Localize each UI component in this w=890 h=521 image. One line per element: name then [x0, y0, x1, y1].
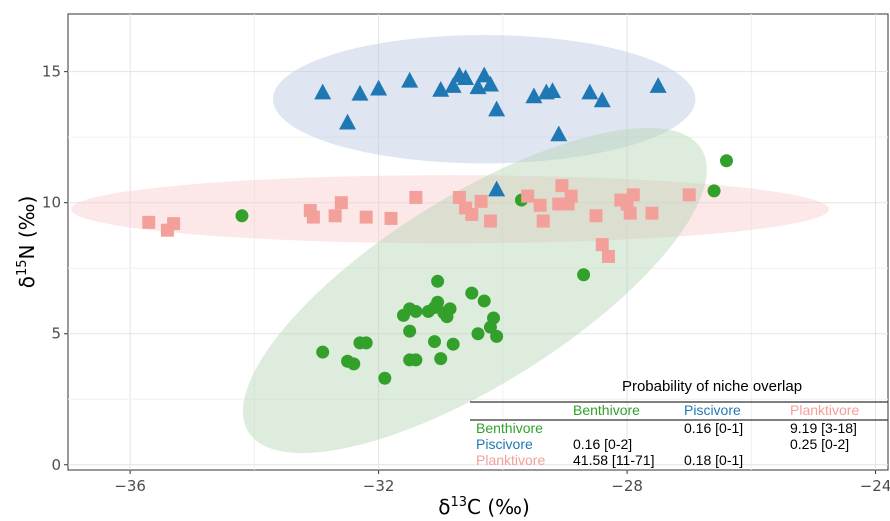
y-tick-label: 0	[51, 456, 61, 474]
point-planktivore	[465, 207, 479, 221]
point-planktivore	[555, 179, 569, 193]
point-piscivore	[593, 91, 611, 108]
point-piscivore	[581, 83, 599, 100]
point-benthivore	[409, 353, 423, 367]
x-axis-title: δ13C (‰)	[438, 495, 530, 519]
point-planktivore	[536, 214, 550, 228]
point-planktivore	[409, 190, 423, 204]
point-piscivore	[370, 79, 388, 96]
point-planktivore	[595, 238, 609, 252]
point-piscivore	[401, 71, 419, 88]
point-planktivore	[521, 189, 535, 203]
point-planktivore	[334, 196, 348, 210]
x-tick-label: −24	[860, 477, 890, 495]
point-planktivore	[601, 249, 615, 263]
table-row-label: Piscivore	[476, 436, 533, 452]
y-axis-title: δ15N (‰)	[15, 196, 39, 289]
table-cell: 41.58 [11-71]	[573, 452, 654, 468]
y-tick-label: 10	[42, 194, 61, 212]
point-benthivore	[465, 286, 479, 300]
point-planktivore	[474, 194, 488, 208]
table-cell: 0.25 [0-2]	[790, 436, 849, 452]
table-column-header: Benthivore	[573, 402, 640, 418]
x-tick-label: −32	[363, 477, 395, 495]
point-benthivore	[431, 274, 445, 288]
point-piscivore	[488, 100, 506, 117]
overlap-table-title: Probability of niche overlap	[622, 378, 802, 395]
point-benthivore	[443, 302, 457, 316]
point-benthivore	[316, 345, 330, 359]
table-row-label: Planktivore	[476, 452, 545, 468]
table-column-header: Piscivore	[684, 402, 741, 418]
point-benthivore	[403, 324, 417, 338]
point-planktivore	[328, 209, 342, 223]
x-tick-label: −28	[611, 477, 643, 495]
point-piscivore	[444, 77, 462, 93]
point-benthivore	[434, 352, 448, 366]
point-benthivore	[378, 371, 392, 385]
point-planktivore	[682, 188, 696, 202]
ellipse-piscivore	[273, 34, 696, 164]
table-row-label: Benthivore	[476, 420, 543, 436]
point-piscivore	[457, 69, 475, 85]
point-piscivore	[544, 82, 562, 99]
x-tick-label: −36	[114, 477, 146, 495]
table-cell: 9.19 [3-18]	[790, 420, 857, 436]
point-planktivore	[623, 206, 637, 220]
table-cell: 0.16 [0-2]	[573, 436, 632, 452]
point-piscivore	[351, 84, 369, 101]
point-benthivore	[446, 337, 460, 351]
table-column-header: Planktivore	[790, 402, 859, 418]
table-cell: 0.18 [0-1]	[684, 452, 743, 468]
point-planktivore	[589, 209, 603, 223]
point-benthivore	[471, 327, 485, 341]
point-benthivore	[409, 304, 423, 318]
point-benthivore	[235, 209, 249, 223]
point-planktivore	[645, 206, 659, 220]
point-benthivore	[719, 154, 733, 168]
point-piscivore	[314, 83, 332, 100]
point-piscivore	[550, 125, 568, 142]
point-benthivore	[577, 268, 591, 282]
point-planktivore	[483, 214, 497, 228]
point-benthivore	[487, 311, 501, 325]
point-planktivore	[142, 215, 156, 229]
y-tick-label: 15	[42, 63, 61, 81]
point-benthivore	[347, 357, 361, 371]
point-planktivore	[384, 211, 398, 225]
point-planktivore	[452, 190, 466, 204]
point-benthivore	[428, 335, 442, 349]
axes: −36 −32 −28 −24 0 5 10 15	[42, 63, 890, 495]
point-piscivore	[649, 77, 667, 93]
data-points	[142, 66, 733, 385]
point-piscivore	[475, 66, 493, 83]
point-planktivore	[626, 188, 640, 202]
point-piscivore	[481, 75, 499, 92]
point-planktivore	[359, 210, 373, 224]
point-piscivore	[469, 78, 487, 95]
point-benthivore	[477, 294, 491, 308]
point-benthivore	[490, 329, 504, 343]
point-planktivore	[564, 189, 578, 203]
point-benthivore	[359, 336, 373, 350]
point-benthivore	[707, 184, 721, 198]
y-tick-label: 5	[51, 325, 61, 343]
table-cell: 0.16 [0-1]	[684, 420, 743, 436]
point-planktivore	[306, 210, 320, 224]
point-piscivore	[488, 180, 506, 197]
point-planktivore	[533, 198, 547, 212]
point-planktivore	[167, 217, 181, 231]
point-piscivore	[339, 113, 357, 130]
point-benthivore	[431, 295, 445, 309]
